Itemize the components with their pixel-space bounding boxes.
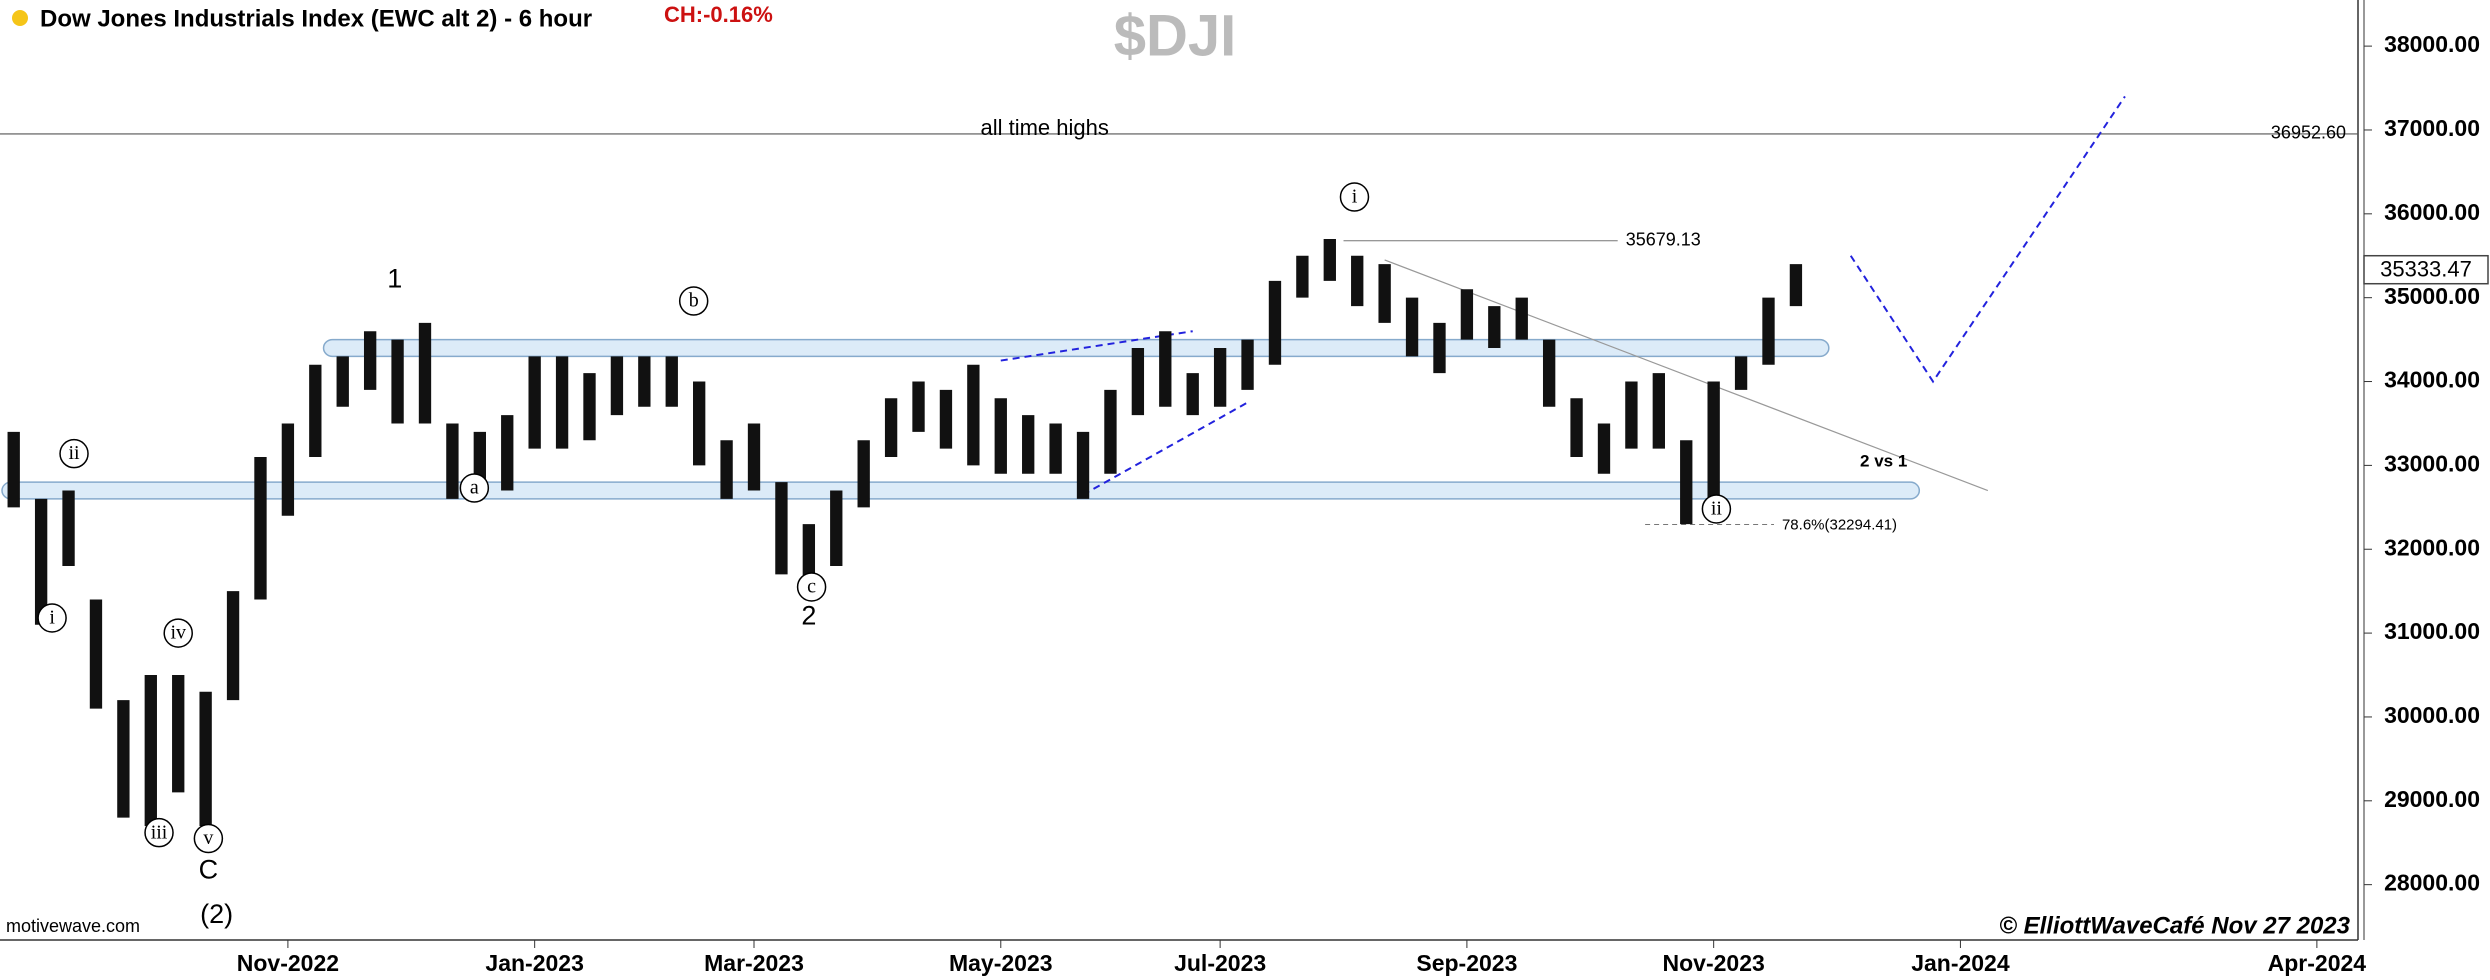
wave-label: iv (170, 622, 186, 644)
wave-label: (2) (200, 899, 233, 929)
chart-title: Dow Jones Industrials Index (EWC alt 2) … (40, 5, 592, 32)
wave-label: a (470, 477, 479, 499)
wave-label: c (807, 576, 816, 598)
wave-circle (796, 572, 827, 602)
wave-label: i (49, 607, 55, 629)
trend-line (1082, 401, 1249, 496)
x-tick-label: Jan-2024 (1911, 950, 2010, 976)
last-price-label: 35333.47 (2380, 257, 2472, 282)
change: CH:-0.16% (664, 2, 773, 27)
wave-label: 2 (801, 600, 816, 630)
wave-circle (678, 286, 709, 316)
level-label: 35679.13 (1626, 229, 1701, 249)
wave-circle (1339, 182, 1370, 212)
copyright: © ElliottWaveCafé Nov 27 2023 (1999, 912, 2350, 939)
annotation: all time highs (980, 115, 1108, 140)
wave-label: ii (68, 442, 80, 464)
x-tick-label: Apr-2024 (2268, 950, 2367, 976)
wave-circle (37, 603, 67, 633)
x-tick-label: Jan-2023 (485, 950, 583, 976)
y-tick-label: 35000.00 (2384, 283, 2480, 309)
x-tick-label: Nov-2022 (237, 950, 339, 976)
y-tick-label: 28000.00 (2384, 870, 2480, 896)
x-tick-label: Mar-2023 (704, 950, 804, 976)
x-tick-label: Jul-2023 (1174, 950, 1266, 976)
x-tick-label: Sep-2023 (1416, 950, 1517, 976)
status-dot (12, 10, 28, 26)
wave-label: v (203, 827, 213, 849)
y-tick-label: 38000.00 (2384, 31, 2480, 57)
zone (322, 338, 1830, 358)
y-tick-label: 34000.00 (2384, 367, 2480, 393)
x-tick-label: Nov-2023 (1663, 950, 1765, 976)
source: motivewave.com (6, 916, 140, 936)
wave-circle (193, 823, 224, 854)
wave-label: iii (151, 821, 168, 843)
last-price-box (2363, 254, 2489, 285)
wave-label: C (199, 855, 219, 885)
symbol-watermark: $DJI (1114, 3, 1237, 68)
wave-label: ii (1711, 498, 1723, 520)
y-tick-label: 29000.00 (2384, 786, 2480, 812)
wave-label: i (1352, 186, 1358, 208)
wave-circle (459, 473, 490, 503)
wave-circle (59, 438, 89, 469)
wave-label: b (689, 290, 699, 312)
trend-line (1849, 95, 2126, 384)
y-tick-label: 30000.00 (2384, 702, 2480, 728)
level-label: 36952.60 (2271, 123, 2346, 143)
y-tick-label: 37000.00 (2384, 115, 2480, 141)
wave-circle (144, 817, 174, 848)
trend-line (1384, 259, 1989, 492)
y-tick-label: 32000.00 (2384, 534, 2480, 560)
wave-label: 1 (387, 263, 402, 293)
y-tick-label: 31000.00 (2384, 618, 2480, 644)
y-tick-label: 33000.00 (2384, 450, 2480, 476)
wave-circle (163, 618, 193, 648)
wave-circle (1701, 494, 1732, 524)
level-label: 78.6%(32294.41) (1782, 517, 1897, 534)
y-tick-label: 36000.00 (2384, 199, 2480, 225)
x-tick-label: May-2023 (949, 950, 1053, 976)
annotation: 2 vs 1 (1860, 452, 1907, 471)
